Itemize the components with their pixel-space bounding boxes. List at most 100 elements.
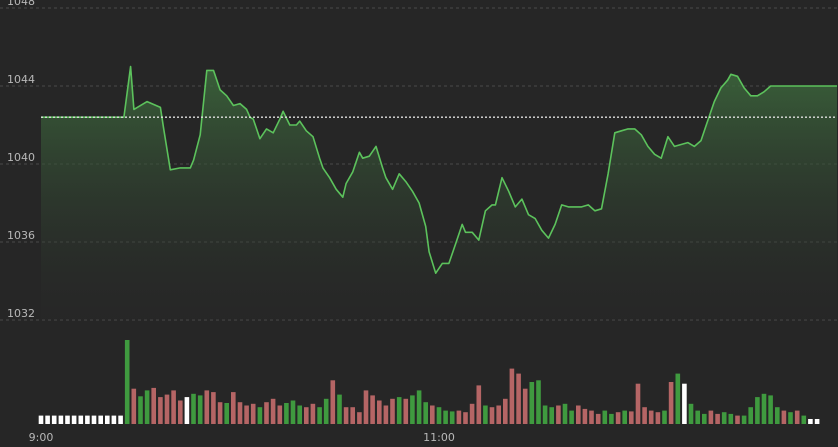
volume-bar xyxy=(708,410,714,424)
volume-bar xyxy=(337,394,342,424)
volume-bar xyxy=(237,402,243,424)
volume-bar xyxy=(357,412,362,424)
volume-bar xyxy=(794,410,800,424)
y-axis-ticks: 1032 1036 1040 1044 1048 xyxy=(7,0,35,320)
volume-bar xyxy=(542,405,548,424)
volume-bar xyxy=(38,415,44,424)
volume-bar xyxy=(403,398,409,424)
volume-bar xyxy=(469,403,475,424)
volume-bar xyxy=(668,382,674,424)
price-area xyxy=(41,66,837,320)
volume-bar xyxy=(735,415,740,424)
volume-bar xyxy=(629,411,634,424)
volume-bar xyxy=(217,402,223,424)
volume-bar xyxy=(503,398,508,424)
volume-bar xyxy=(98,415,103,424)
x-tick-label: 11:00 xyxy=(423,431,455,444)
volume-bar xyxy=(257,407,263,424)
volume-bar xyxy=(231,392,236,424)
volume-bar xyxy=(158,397,163,424)
volume-bar xyxy=(317,407,322,424)
volume-bar xyxy=(171,390,176,424)
volume-bar xyxy=(522,388,528,424)
volume-bar xyxy=(808,419,813,424)
volume-bar xyxy=(682,383,687,424)
volume-bar xyxy=(509,368,515,424)
volume-bar xyxy=(151,387,156,424)
volume-bar xyxy=(164,394,170,424)
volume-bar xyxy=(748,407,753,424)
x-axis-ticks: 9:00 11:00 xyxy=(29,431,455,444)
volume-bar xyxy=(144,390,150,424)
volume-bar xyxy=(284,403,289,424)
volume-bar xyxy=(675,373,681,424)
volume-bar xyxy=(635,383,641,424)
volume-bar xyxy=(529,382,535,424)
volume-bar xyxy=(814,419,820,424)
volume-bar xyxy=(78,415,84,424)
volume-bar xyxy=(516,373,521,424)
volume-bar xyxy=(197,395,203,424)
volume-bar xyxy=(655,412,661,424)
volume-bar xyxy=(363,390,369,424)
volume-bar xyxy=(801,415,807,424)
volume-bar xyxy=(582,408,588,424)
volume-bar xyxy=(131,388,137,424)
volume-bars xyxy=(38,340,820,424)
y-tick-label: 1032 xyxy=(7,307,35,320)
volume-bar xyxy=(476,385,482,424)
y-tick-label: 1048 xyxy=(7,0,35,8)
volume-bar xyxy=(416,390,422,424)
volume-bar xyxy=(489,407,495,424)
volume-bar xyxy=(105,415,110,424)
volume-bar xyxy=(377,400,382,424)
price-line xyxy=(41,65,837,274)
volume-bar xyxy=(58,415,64,424)
volume-bar xyxy=(51,415,57,424)
volume-bar xyxy=(390,398,395,424)
volume-bar xyxy=(65,415,70,424)
volume-bar xyxy=(184,397,190,424)
volume-bar xyxy=(615,412,621,424)
volume-bar xyxy=(111,415,117,424)
volume-bar xyxy=(224,403,229,424)
volume-bar xyxy=(204,390,210,424)
volume-bar xyxy=(662,410,667,424)
price-line-group xyxy=(41,65,837,274)
volume-bar xyxy=(290,400,296,424)
y-tick-label: 1036 xyxy=(7,229,35,242)
volume-bar xyxy=(549,407,554,424)
volume-bar xyxy=(463,412,468,424)
volume-bar xyxy=(297,405,302,424)
volume-bar xyxy=(178,400,183,424)
volume-bar xyxy=(456,410,462,424)
volume-bar xyxy=(576,405,581,424)
volume-bar xyxy=(423,402,428,424)
volume-bar xyxy=(45,415,50,424)
volume-bar xyxy=(688,403,694,424)
volume-bar xyxy=(118,415,123,424)
volume-bar xyxy=(304,407,309,424)
volume-bar xyxy=(124,340,130,424)
volume-bar xyxy=(250,403,256,424)
volume-bar xyxy=(310,403,316,424)
volume-bar xyxy=(91,415,97,424)
volume-bar xyxy=(330,380,336,424)
volume-bar xyxy=(609,413,614,424)
volume-bar xyxy=(602,410,608,424)
volume-bar xyxy=(562,403,568,424)
volume-bar xyxy=(741,415,747,424)
volume-bar xyxy=(496,405,501,424)
x-tick-label: 9:00 xyxy=(29,431,54,444)
volume-bar xyxy=(589,410,594,424)
volume-bar xyxy=(788,412,793,424)
volume-bar xyxy=(264,402,269,424)
volume-bar xyxy=(396,397,402,424)
volume-bar xyxy=(721,412,727,424)
volume-bar xyxy=(755,397,760,424)
volume-bar xyxy=(71,415,77,424)
volume-bar xyxy=(768,395,773,424)
volume-bar xyxy=(622,410,627,424)
volume-bar xyxy=(761,393,767,424)
volume-bar xyxy=(410,395,415,424)
